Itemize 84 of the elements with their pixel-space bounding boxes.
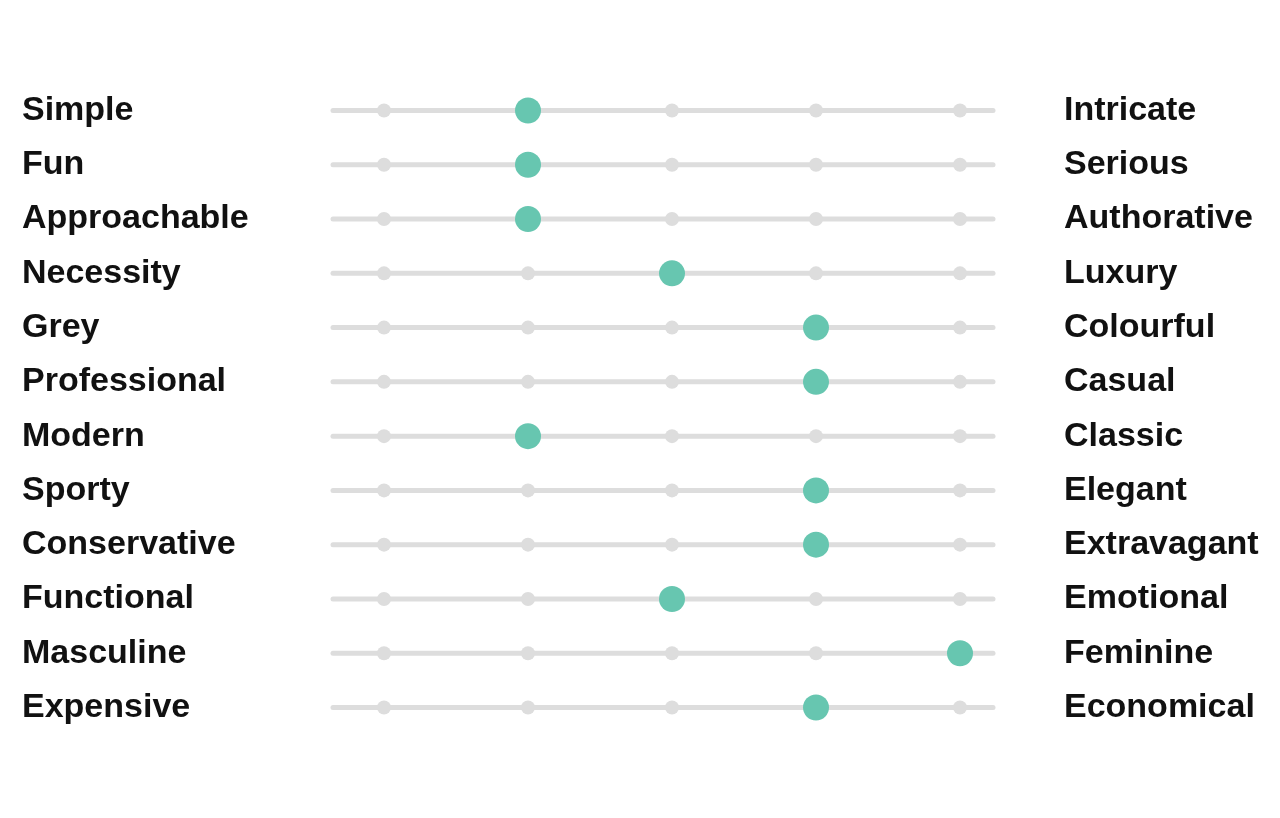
point <box>803 368 829 395</box>
point <box>809 591 823 606</box>
point <box>953 591 967 606</box>
point <box>521 374 535 389</box>
point <box>809 212 823 227</box>
point <box>809 429 823 444</box>
y-tick-label: Conservative <box>22 523 236 562</box>
y-tick-label: Sporty <box>22 468 130 507</box>
point <box>377 483 391 498</box>
point <box>515 151 541 178</box>
y2-tick-label: Emotional <box>1064 577 1229 616</box>
point <box>803 694 829 721</box>
point <box>665 374 679 389</box>
point <box>665 212 679 227</box>
point <box>515 423 541 450</box>
y2-tick-label: Elegant <box>1064 468 1187 507</box>
y2-tick-label: Feminine <box>1064 631 1214 670</box>
point <box>803 531 829 558</box>
point <box>377 103 391 118</box>
y-tick-label: Modern <box>22 414 145 453</box>
y-tick-label: Professional <box>22 360 227 399</box>
y2-tick-label: Authorative <box>1064 197 1253 236</box>
y-tick-label: Approachable <box>22 197 249 236</box>
point <box>953 266 967 281</box>
y2-tick-label: Extravagant <box>1064 523 1259 562</box>
point <box>665 700 679 715</box>
point <box>665 483 679 498</box>
y-tick-label: Masculine <box>22 631 187 670</box>
point <box>809 157 823 172</box>
point <box>953 103 967 118</box>
point <box>665 157 679 172</box>
point <box>665 646 679 661</box>
y2-tick-label: Serious <box>1064 143 1189 182</box>
point <box>521 266 535 281</box>
point <box>665 320 679 335</box>
point <box>521 591 535 606</box>
point <box>953 320 967 335</box>
point <box>521 537 535 552</box>
point <box>377 429 391 444</box>
point <box>659 585 685 612</box>
point <box>665 103 679 118</box>
y2-tick-label: Luxury <box>1064 251 1178 290</box>
point <box>659 260 685 287</box>
point <box>953 212 967 227</box>
point <box>947 640 973 667</box>
point <box>377 646 391 661</box>
y2-tick-label: Colourful <box>1064 305 1216 344</box>
y-tick-label: Expensive <box>22 685 191 724</box>
y-tick-label: Functional <box>22 577 194 616</box>
y2-tick-label: Casual <box>1064 360 1176 399</box>
point <box>953 537 967 552</box>
y-tick-label: Simple <box>22 88 134 127</box>
point <box>953 429 967 444</box>
point <box>521 646 535 661</box>
point <box>377 591 391 606</box>
point <box>521 320 535 335</box>
point <box>953 374 967 389</box>
point <box>377 157 391 172</box>
point <box>515 97 541 124</box>
point <box>809 266 823 281</box>
point <box>377 537 391 552</box>
y-tick-label: Grey <box>22 305 100 344</box>
point <box>377 374 391 389</box>
point <box>665 429 679 444</box>
point <box>377 266 391 281</box>
point <box>665 537 679 552</box>
point <box>953 157 967 172</box>
point <box>515 206 541 233</box>
y2-tick-label: Economical <box>1064 685 1255 724</box>
point <box>521 700 535 715</box>
point <box>809 103 823 118</box>
point <box>803 314 829 341</box>
y-tick-label: Necessity <box>22 251 181 290</box>
point <box>953 483 967 498</box>
point <box>803 477 829 504</box>
point <box>809 646 823 661</box>
point <box>377 212 391 227</box>
point <box>377 700 391 715</box>
point <box>377 320 391 335</box>
point <box>521 483 535 498</box>
y2-tick-label: Classic <box>1064 414 1184 453</box>
y2-tick-label: Intricate <box>1064 88 1197 127</box>
y-tick-label: Fun <box>22 143 85 182</box>
point <box>953 700 967 715</box>
